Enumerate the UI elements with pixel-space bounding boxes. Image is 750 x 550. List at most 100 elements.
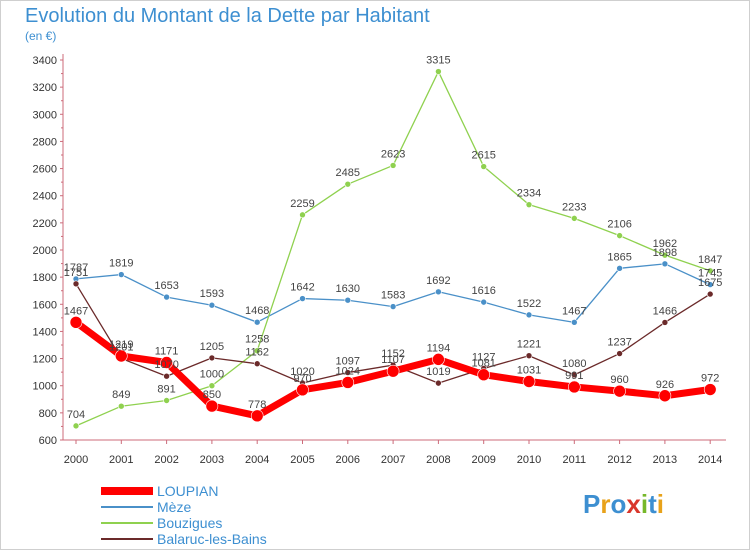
data-label-loupian: 1081 bbox=[471, 358, 495, 370]
logo-letter: i bbox=[656, 489, 664, 519]
legend-swatch-bouzigues bbox=[101, 522, 153, 524]
data-point-bouzigues bbox=[616, 232, 623, 239]
y-tick-label: 600 bbox=[39, 435, 57, 447]
x-tick-label: 2012 bbox=[607, 454, 631, 466]
y-tick-label: 2200 bbox=[33, 218, 57, 230]
data-label-loupian: 960 bbox=[610, 374, 628, 386]
y-tick-label: 3000 bbox=[33, 109, 57, 121]
data-label-bouzigues: 849 bbox=[112, 389, 130, 401]
x-tick-label: 2006 bbox=[336, 454, 360, 466]
data-label-balaruc-les-bains: 1080 bbox=[562, 358, 586, 370]
data-point-bouzigues bbox=[299, 211, 306, 219]
data-point-m-ze bbox=[344, 296, 352, 304]
logo-letter: i bbox=[640, 489, 649, 519]
legend-label-m-ze: Mèze bbox=[157, 499, 192, 515]
y-tick-label: 2400 bbox=[33, 191, 57, 203]
data-label-m-ze: 1745 bbox=[698, 268, 722, 280]
data-label-m-ze: 1692 bbox=[426, 275, 450, 287]
data-point-balaruc-les-bains bbox=[570, 371, 578, 379]
x-tick-label: 2005 bbox=[290, 454, 314, 466]
data-point-m-ze bbox=[525, 311, 533, 319]
data-point-loupian bbox=[386, 364, 400, 378]
data-point-m-ze bbox=[616, 265, 623, 272]
y-tick-label: 2000 bbox=[33, 245, 57, 257]
data-point-bouzigues bbox=[570, 215, 578, 222]
data-label-bouzigues: 2485 bbox=[336, 167, 360, 179]
data-label-loupian: 850 bbox=[203, 389, 221, 401]
data-label-m-ze: 1642 bbox=[290, 282, 314, 294]
data-point-loupian bbox=[341, 376, 355, 389]
data-point-balaruc-les-bains bbox=[525, 352, 533, 360]
data-point-balaruc-les-bains bbox=[208, 354, 216, 362]
data-label-bouzigues: 2233 bbox=[562, 201, 586, 213]
data-label-m-ze: 1616 bbox=[471, 285, 495, 297]
x-tick-label: 2000 bbox=[64, 454, 88, 466]
data-point-loupian bbox=[658, 389, 672, 403]
x-tick-label: 2007 bbox=[381, 454, 405, 466]
x-tick-label: 2001 bbox=[109, 454, 133, 466]
data-label-balaruc-les-bains: 1162 bbox=[245, 347, 269, 359]
y-tick-label: 3400 bbox=[33, 55, 57, 67]
data-point-loupian bbox=[522, 375, 536, 388]
proxiti-logo: Proxiti bbox=[583, 489, 664, 520]
data-point-loupian bbox=[205, 399, 219, 413]
data-point-m-ze bbox=[118, 271, 125, 278]
logo-letter: r bbox=[600, 489, 611, 519]
data-point-m-ze bbox=[435, 288, 442, 296]
data-label-balaruc-les-bains: 1019 bbox=[426, 366, 450, 378]
legend-swatch-loupian bbox=[101, 487, 153, 495]
legend-swatch-balaruc-les-bains bbox=[101, 538, 153, 540]
data-point-loupian bbox=[296, 383, 309, 397]
data-label-loupian: 1107 bbox=[381, 354, 405, 366]
data-point-balaruc-les-bains bbox=[344, 369, 352, 376]
data-point-bouzigues bbox=[118, 402, 125, 410]
data-point-bouzigues bbox=[72, 422, 80, 430]
data-point-m-ze bbox=[253, 318, 261, 326]
data-label-loupian: 926 bbox=[656, 379, 674, 391]
x-tick-label: 2008 bbox=[426, 454, 450, 466]
data-label-bouzigues: 1847 bbox=[698, 254, 722, 266]
data-label-loupian: 970 bbox=[293, 373, 311, 385]
data-label-balaruc-les-bains: 1751 bbox=[64, 267, 88, 279]
data-point-bouzigues bbox=[389, 162, 397, 169]
data-label-loupian: 1171 bbox=[155, 346, 179, 358]
y-tick-label: 2800 bbox=[33, 136, 57, 148]
data-label-bouzigues: 2106 bbox=[607, 219, 631, 231]
data-label-m-ze: 1865 bbox=[607, 251, 631, 263]
data-label-loupian: 778 bbox=[248, 399, 266, 411]
x-tick-label: 2004 bbox=[245, 454, 269, 466]
y-tick-label: 1600 bbox=[33, 299, 57, 311]
data-label-loupian: 1467 bbox=[64, 305, 88, 317]
chart-subtitle: (en €) bbox=[25, 29, 57, 43]
data-label-balaruc-les-bains: 1221 bbox=[517, 339, 541, 351]
data-point-bouzigues bbox=[525, 201, 533, 208]
y-tick-label: 2600 bbox=[33, 164, 57, 176]
x-tick-label: 2002 bbox=[154, 454, 178, 466]
data-label-balaruc-les-bains: 1127 bbox=[472, 351, 496, 363]
data-label-balaruc-les-bains: 1675 bbox=[698, 277, 722, 289]
y-tick-label: 1200 bbox=[33, 354, 57, 366]
x-tick-label: 2009 bbox=[471, 454, 495, 466]
y-tick-label: 1800 bbox=[33, 272, 57, 284]
data-label-bouzigues: 1962 bbox=[653, 238, 677, 250]
data-point-loupian bbox=[250, 409, 264, 423]
data-point-bouzigues bbox=[661, 251, 669, 259]
x-tick-label: 2003 bbox=[200, 454, 224, 466]
data-point-bouzigues bbox=[208, 382, 216, 390]
data-point-balaruc-les-bains bbox=[72, 280, 80, 288]
data-point-balaruc-les-bains bbox=[253, 360, 261, 368]
data-point-bouzigues bbox=[435, 68, 442, 75]
data-label-m-ze: 1819 bbox=[109, 258, 133, 270]
data-point-balaruc-les-bains bbox=[661, 319, 669, 326]
data-point-bouzigues bbox=[253, 347, 261, 355]
data-label-m-ze: 1898 bbox=[653, 247, 677, 259]
data-point-balaruc-les-bains bbox=[435, 379, 442, 387]
data-point-m-ze bbox=[706, 281, 714, 288]
data-label-m-ze: 1522 bbox=[517, 298, 541, 310]
data-point-loupian bbox=[115, 349, 128, 363]
data-label-bouzigues: 2259 bbox=[290, 198, 314, 210]
data-point-bouzigues bbox=[163, 397, 170, 404]
data-point-balaruc-les-bains bbox=[163, 372, 170, 380]
data-point-loupian bbox=[160, 356, 173, 369]
